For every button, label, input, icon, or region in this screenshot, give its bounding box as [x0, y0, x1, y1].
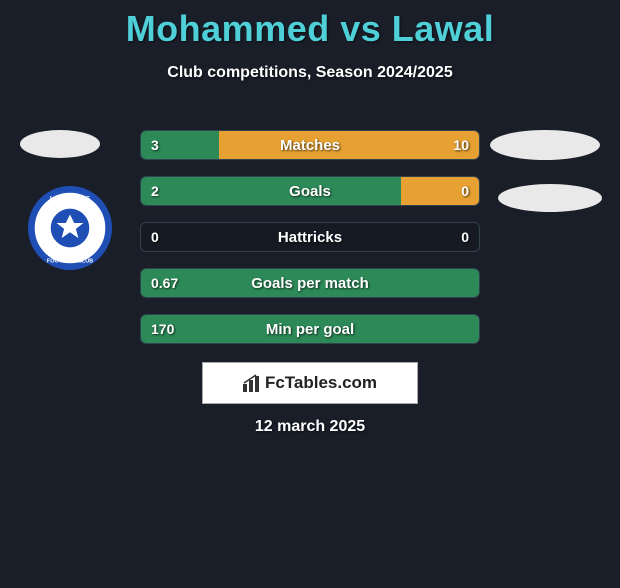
bar-chart-icon: [243, 374, 263, 392]
stat-row: Matches310: [140, 130, 480, 160]
stat-row: Goals per match0.67: [140, 268, 480, 298]
stat-bar-left: [141, 269, 479, 297]
stat-row: Hattricks0 0: [140, 222, 480, 252]
date-text: 12 march 2025: [0, 418, 620, 436]
stat-bar-left: [141, 177, 401, 205]
brand-watermark: FcTables.com: [202, 362, 418, 404]
brand-text: FcTables.com: [265, 373, 377, 393]
player2-avatar-placeholder: [490, 130, 600, 160]
stats-container: Matches310 Goals20 Hattricks0 0 Goals per ma…: [140, 130, 480, 360]
stat-row: Goals20: [140, 176, 480, 206]
stat-row: Min per goal170: [140, 314, 480, 344]
svg-text:LOBI STARS: LOBI STARS: [50, 195, 91, 202]
subtitle: Club competitions, Season 2024/2025: [0, 64, 620, 82]
player1-avatar-placeholder: [20, 130, 100, 158]
page-title: Mohammed vs Lawal: [0, 8, 620, 50]
stat-bar-left: [141, 131, 219, 159]
svg-text:FOOTBALL CLUB: FOOTBALL CLUB: [47, 258, 93, 264]
stat-bar-right: [401, 177, 479, 205]
stat-value-right: 0: [451, 223, 479, 251]
stat-value-left: 0: [141, 223, 169, 251]
stat-bar-right: [219, 131, 479, 159]
stat-bar-left: [141, 315, 479, 343]
player1-club-badge: LOBI STARS FOOTBALL CLUB: [28, 186, 112, 270]
stat-label: Hattricks: [141, 223, 479, 251]
player2-avatar-placeholder-2: [498, 184, 602, 212]
